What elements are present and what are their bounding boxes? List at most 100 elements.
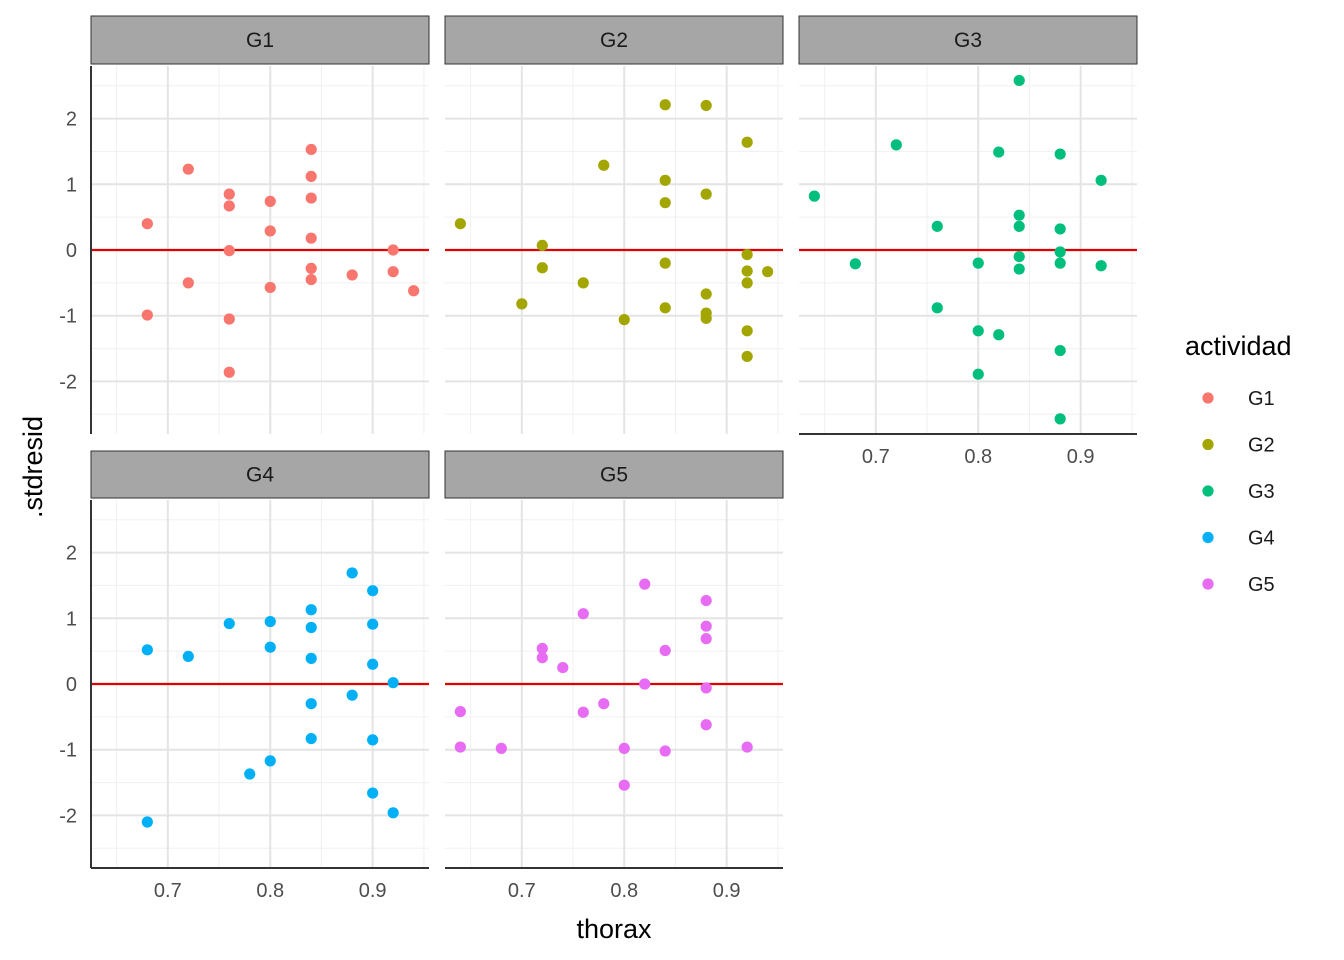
grid-lines — [91, 66, 429, 434]
data-point — [182, 277, 194, 289]
data-point — [741, 249, 753, 261]
y-tick-label: 2 — [66, 109, 77, 131]
data-point — [1013, 220, 1025, 232]
data-point — [305, 232, 317, 244]
data-point — [264, 225, 276, 237]
x-tick-label: 0.7 — [862, 446, 890, 468]
data-point — [1054, 413, 1066, 425]
x-tick-label: 0.9 — [359, 880, 387, 902]
data-point — [741, 136, 753, 148]
data-point — [577, 277, 589, 289]
data-point — [741, 325, 753, 337]
data-point — [141, 816, 153, 828]
data-point — [659, 174, 671, 186]
legend-item-G1: G1 — [1202, 388, 1275, 410]
data-point — [264, 281, 276, 294]
facet-strip — [444, 15, 784, 65]
data-point — [618, 742, 630, 755]
data-point — [264, 615, 276, 628]
data-point — [700, 620, 712, 632]
data-point — [387, 244, 399, 256]
data-point — [305, 652, 317, 664]
data-point — [223, 245, 235, 257]
data-point — [346, 689, 358, 701]
data-point — [367, 585, 379, 597]
data-point — [808, 190, 820, 202]
data-point — [305, 732, 317, 745]
data-point — [141, 218, 153, 230]
data-point — [700, 312, 712, 324]
data-point — [305, 192, 317, 204]
y-tick-label: -1 — [59, 306, 77, 328]
data-point — [1013, 250, 1025, 263]
legend-key — [1202, 531, 1214, 544]
data-point — [741, 350, 753, 363]
data-point — [659, 302, 671, 314]
data-point — [557, 661, 569, 674]
data-point — [305, 604, 317, 616]
data-point — [367, 658, 379, 670]
data-point — [700, 633, 712, 645]
data-point — [454, 741, 466, 753]
data-point — [577, 608, 589, 620]
facet-panel-G4: G4 -2 -1 0 1 2 0.7 0.8 0.9 — [59, 450, 430, 902]
facet-panel-G1: G1 -2 -1 0 1 2 — [59, 15, 430, 434]
legend-label: G1 — [1248, 388, 1275, 410]
data-point — [741, 277, 753, 289]
legend-key — [1202, 485, 1214, 497]
data-point — [1095, 260, 1107, 272]
data-point — [639, 578, 651, 590]
data-point — [223, 366, 235, 378]
data-point — [223, 617, 235, 630]
data-point — [387, 677, 399, 689]
data-point — [305, 143, 317, 156]
data-point — [700, 188, 712, 200]
data-point — [454, 706, 466, 718]
data-point — [700, 288, 712, 300]
legend-label: G5 — [1248, 574, 1275, 596]
data-point — [536, 642, 548, 655]
data-point — [993, 329, 1005, 341]
legend-title: actividad — [1185, 331, 1292, 361]
y-tick-label: -1 — [59, 740, 77, 762]
data-point — [700, 99, 712, 112]
data-point — [931, 220, 943, 232]
data-point — [659, 197, 671, 209]
data-point — [639, 678, 651, 690]
data-point — [346, 567, 358, 579]
y-tick-label: -2 — [59, 371, 77, 393]
facet-strip-label: G3 — [954, 29, 982, 52]
facet-strip — [90, 450, 430, 499]
data-point — [536, 652, 548, 664]
data-point — [741, 741, 753, 753]
data-point — [305, 170, 317, 182]
facet-strip — [444, 450, 784, 499]
data-point — [387, 266, 399, 278]
x-axis-title: thorax — [576, 914, 652, 944]
data-point — [972, 368, 984, 380]
data-point — [346, 269, 358, 281]
data-point — [223, 188, 235, 200]
data-point — [367, 734, 379, 746]
y-tick-label: 0 — [66, 674, 77, 696]
data-point — [849, 258, 861, 270]
facet-strip-label: G5 — [600, 464, 628, 487]
data-point — [495, 742, 507, 755]
data-point — [741, 265, 753, 277]
data-point — [1054, 246, 1066, 258]
data-point — [264, 755, 276, 767]
data-point — [700, 719, 712, 731]
legend-item-G3: G3 — [1202, 481, 1275, 503]
data-point — [1054, 257, 1066, 269]
facet-strip-label: G2 — [600, 29, 628, 52]
data-point — [141, 644, 153, 656]
data-point — [305, 273, 317, 286]
legend-item-G5: G5 — [1202, 574, 1275, 596]
data-point — [659, 257, 671, 269]
data-point — [598, 698, 610, 710]
x-tick-label: 0.8 — [256, 880, 284, 902]
data-point — [659, 644, 671, 657]
data-point — [182, 650, 194, 663]
data-point — [659, 745, 671, 757]
